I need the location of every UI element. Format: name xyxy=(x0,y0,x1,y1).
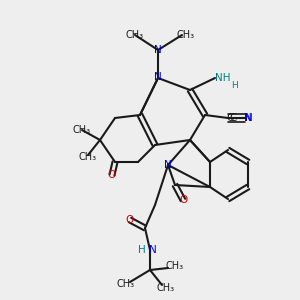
Text: N: N xyxy=(149,245,157,255)
Text: CH₃: CH₃ xyxy=(73,125,91,135)
Text: N: N xyxy=(164,160,172,170)
Text: C: C xyxy=(226,113,234,123)
Text: O: O xyxy=(108,170,116,180)
Text: N: N xyxy=(154,45,162,55)
Text: H: H xyxy=(231,80,237,89)
Text: C: C xyxy=(229,113,236,123)
Text: CH₃: CH₃ xyxy=(79,152,97,162)
Text: CH₃: CH₃ xyxy=(117,279,135,289)
Text: O: O xyxy=(126,215,134,225)
Text: CH₃: CH₃ xyxy=(177,30,195,40)
Text: H: H xyxy=(138,245,146,255)
Text: N: N xyxy=(154,72,162,82)
Text: CH₃: CH₃ xyxy=(126,30,144,40)
Text: CH₃: CH₃ xyxy=(166,261,184,271)
Text: N: N xyxy=(244,113,252,123)
Text: CH₃: CH₃ xyxy=(157,283,175,293)
Text: NH: NH xyxy=(215,73,231,83)
Text: N: N xyxy=(245,113,253,123)
Text: O: O xyxy=(179,195,187,205)
